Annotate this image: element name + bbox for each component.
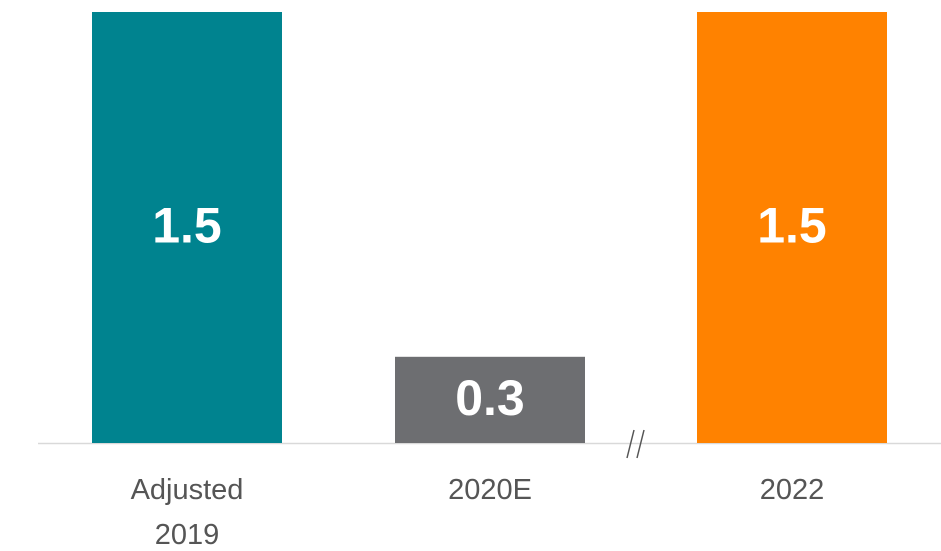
value-label: 1.5 — [152, 198, 222, 254]
value-label: 0.3 — [455, 370, 525, 426]
bar — [92, 12, 282, 443]
x-tick-label: Adjusted 2019 — [130, 474, 244, 551]
value-label: 1.5 — [757, 198, 827, 254]
bar — [395, 356, 585, 443]
x-tick-label: 2020E — [448, 474, 532, 506]
bar — [697, 12, 887, 443]
x-tick-label: 2022 — [759, 474, 825, 506]
axis-break — [626, 429, 645, 459]
